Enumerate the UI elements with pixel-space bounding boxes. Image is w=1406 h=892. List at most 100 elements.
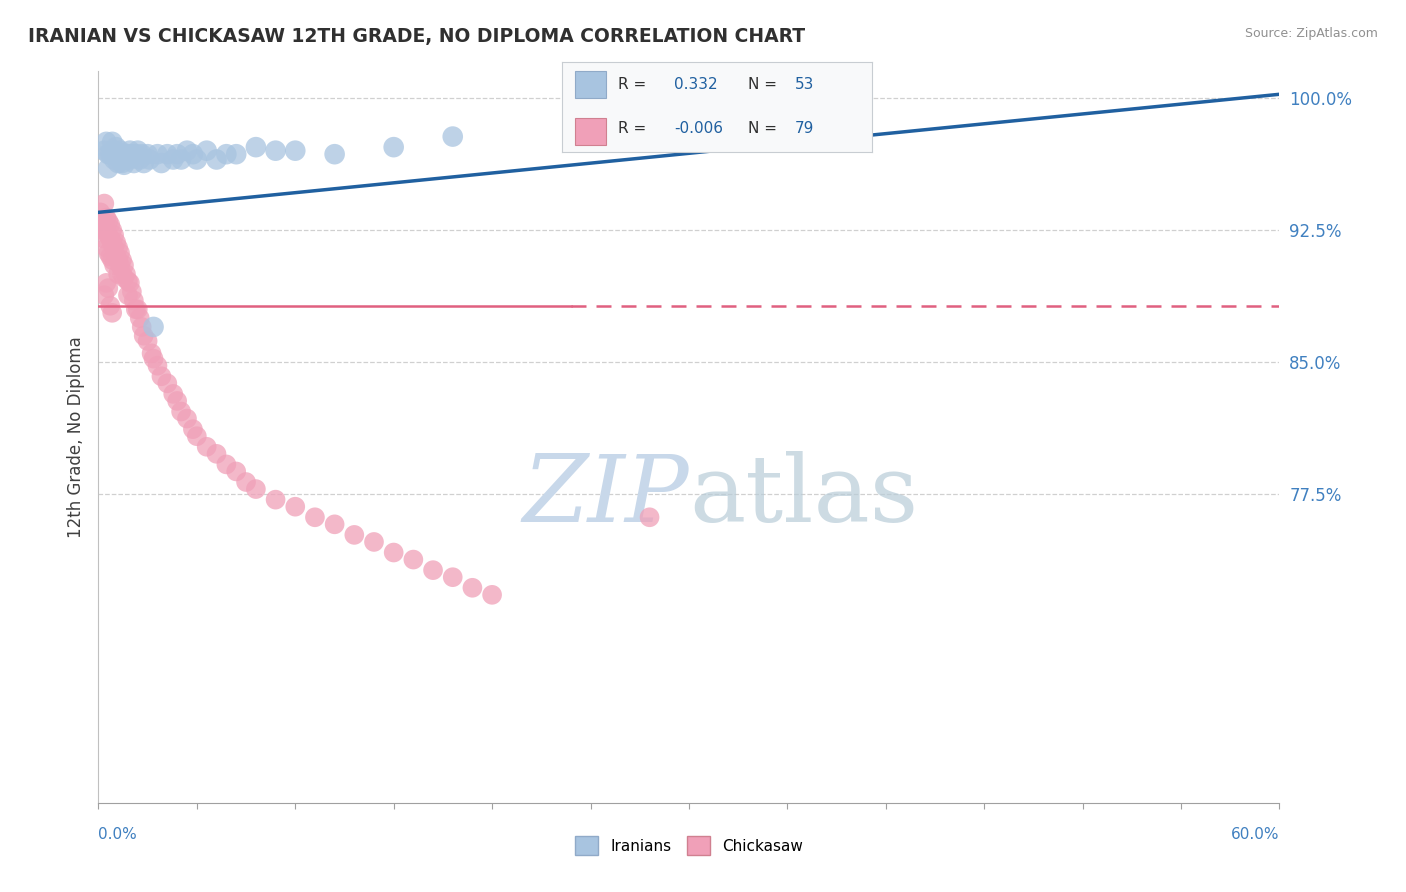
Point [382,545,405,559]
Point [284,144,307,158]
Point [215,458,238,472]
Point [132,328,155,343]
Point [117,274,139,288]
Point [382,140,405,154]
Point [245,482,267,496]
Legend: Iranians, Chickasaw: Iranians, Chickasaw [569,830,808,861]
Point [111,147,134,161]
Point [111,267,134,281]
Point [96,223,118,237]
Point [96,276,118,290]
Point [717,103,740,117]
Point [93,288,115,302]
Point [121,147,143,161]
Text: 0.332: 0.332 [673,78,717,92]
Point [118,144,141,158]
Point [127,144,149,158]
Point [108,246,131,260]
Point [162,153,184,167]
Point [131,320,153,334]
Point [205,447,228,461]
Point [97,281,120,295]
Point [181,422,204,436]
Point [156,147,179,161]
Point [638,510,661,524]
Point [97,147,120,161]
Point [103,153,125,167]
Point [105,140,128,154]
Point [98,218,121,232]
Point [107,147,129,161]
Point [186,153,208,167]
Text: N =: N = [748,78,778,92]
Point [107,267,129,281]
Point [96,211,118,225]
Point [118,276,141,290]
Point [93,218,115,232]
Point [176,144,198,158]
Point [225,465,247,479]
Point [166,147,188,161]
Point [235,475,257,489]
Point [117,147,139,161]
Point [132,156,155,170]
Bar [575,118,606,145]
Point [136,334,159,348]
Point [215,147,238,161]
Point [98,299,121,313]
Point [128,153,150,167]
Point [101,135,124,149]
Point [101,147,124,161]
Point [115,153,138,167]
Point [136,147,159,161]
Point [150,156,173,170]
Point [205,153,228,167]
Point [125,147,148,161]
Point [101,306,124,320]
Point [181,147,204,161]
Point [195,144,218,158]
Point [105,235,128,250]
Point [96,241,118,255]
Text: -0.006: -0.006 [673,121,723,136]
Point [441,570,464,584]
Point [225,147,247,161]
Point [107,241,129,255]
Text: ZIP: ZIP [522,450,689,541]
Point [142,351,165,366]
Point [363,535,385,549]
Point [97,246,120,260]
Point [91,223,114,237]
Point [118,153,141,167]
Point [146,147,169,161]
Point [97,161,120,176]
Text: Source: ZipAtlas.com: Source: ZipAtlas.com [1244,27,1378,40]
Point [125,302,148,317]
Point [97,214,120,228]
Point [112,158,135,172]
Point [117,288,139,302]
Point [101,223,124,237]
Point [98,232,121,246]
Point [186,429,208,443]
Point [142,320,165,334]
Point [128,311,150,326]
Point [835,95,858,109]
Point [170,404,193,418]
Point [91,214,114,228]
Point [170,153,193,167]
Point [96,135,118,149]
Point [150,369,173,384]
Point [141,346,163,360]
Point [108,153,131,167]
Point [461,581,484,595]
Point [111,252,134,267]
Point [304,510,326,524]
Point [162,387,184,401]
Text: 0.0%: 0.0% [98,827,138,841]
Text: 60.0%: 60.0% [1232,827,1279,841]
Point [156,376,179,391]
Point [107,156,129,170]
Text: R =: R = [619,78,647,92]
Point [93,144,115,158]
